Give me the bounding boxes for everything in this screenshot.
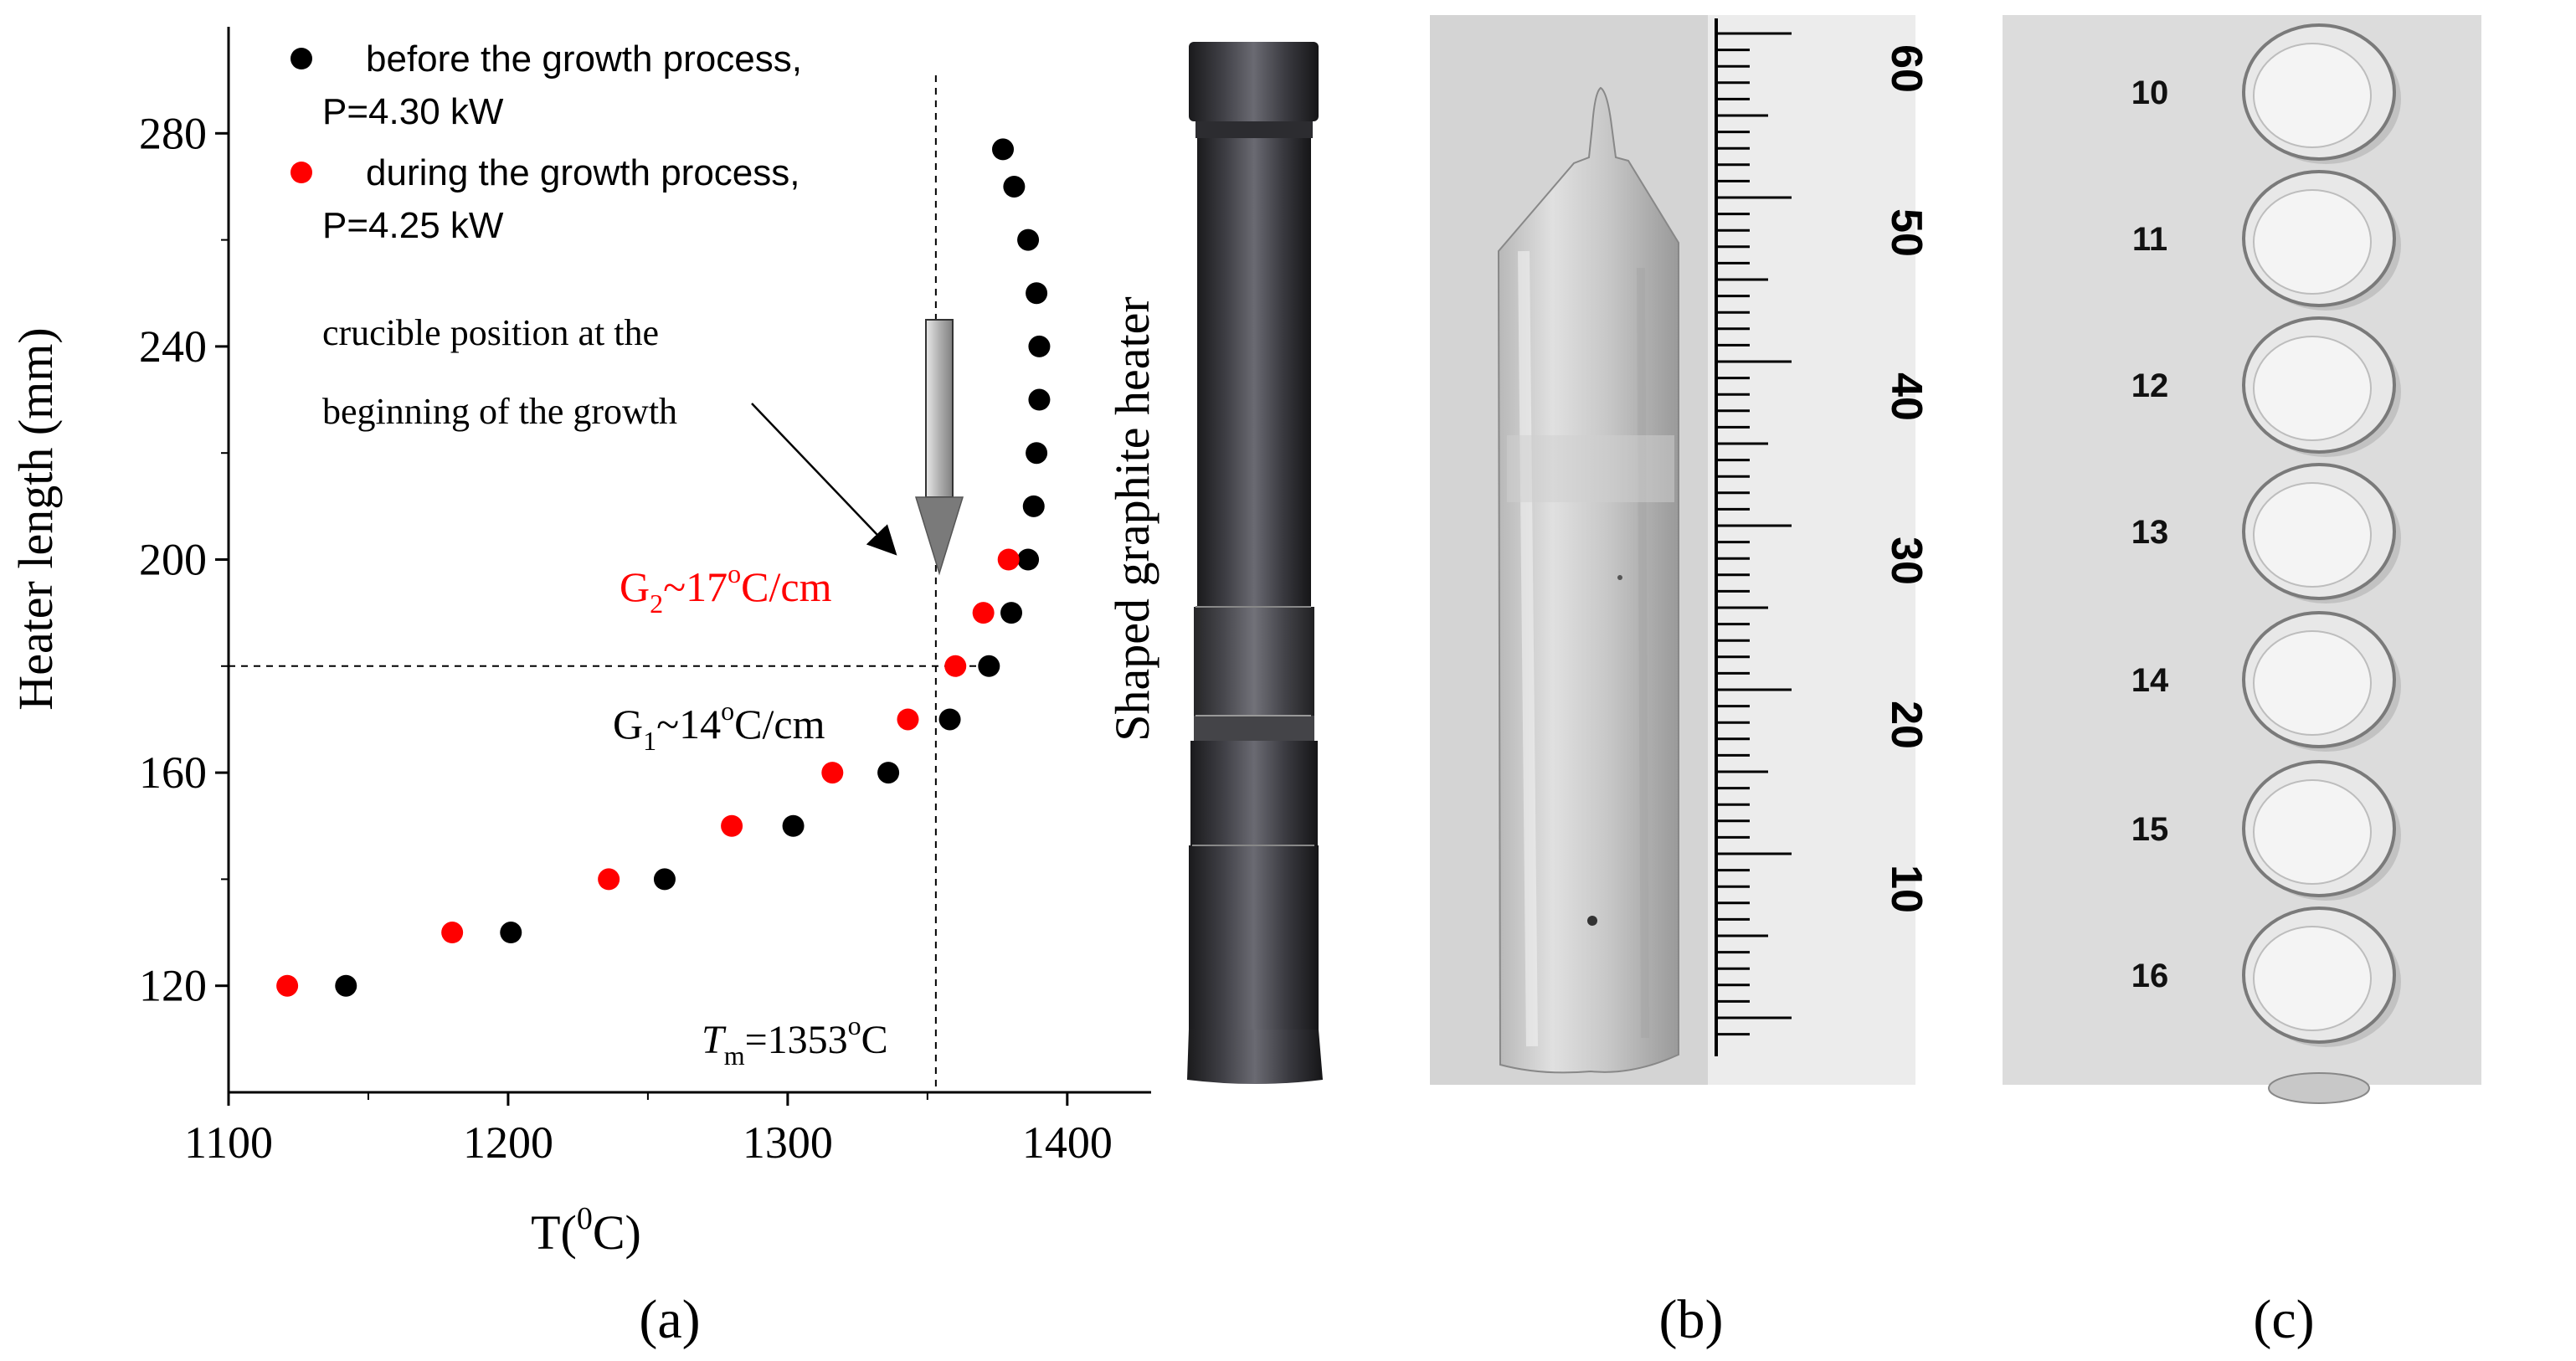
ruler-number-50: 50 <box>1882 208 1931 257</box>
scatter-chart: 1100 1200 1300 1400 120 160 200 240 280 Heater … <box>8 27 1151 1260</box>
legend-label-before-line2: P=4.30 kW <box>322 91 504 132</box>
data-point-during <box>821 762 844 784</box>
x-ticks: 1100 1200 1300 1400 <box>184 1092 1113 1168</box>
crystal-photo: 60 50 40 30 20 10 <box>1430 15 1931 1085</box>
data-point-before <box>1026 282 1048 305</box>
y-tick-label: 120 <box>139 961 207 1011</box>
crucible-down-arrow-icon <box>914 319 964 576</box>
data-point-before <box>1000 602 1023 624</box>
disk-inner <box>2253 43 2372 148</box>
data-point-before <box>1017 229 1040 251</box>
ruler-number-40: 40 <box>1882 372 1931 421</box>
data-point-during <box>997 548 1020 571</box>
x-axis-label: T(0C) <box>531 1201 641 1260</box>
disk-number-label: 14 <box>2131 662 2169 699</box>
data-point-before <box>1022 495 1045 517</box>
data-point-before <box>500 922 522 944</box>
data-point-during <box>721 814 743 837</box>
legend: before the growth process, P=4.30 kW dur… <box>291 39 802 246</box>
data-point-before <box>978 655 1000 677</box>
data-point-during <box>598 868 620 891</box>
ruler-number-60: 60 <box>1882 44 1931 93</box>
data-point-during <box>897 708 919 731</box>
ruler-number-10: 10 <box>1882 865 1931 913</box>
melting-point-annotation: Tm=1353oC <box>702 1010 888 1071</box>
heater-label: Shaped graphite heater <box>1105 296 1159 741</box>
disk-number-label: 13 <box>2131 514 2169 551</box>
disk-number-label: 16 <box>2131 958 2169 994</box>
data-point-before <box>1028 335 1051 357</box>
ruler-ticks <box>1716 32 1792 1036</box>
data-point-before <box>653 868 676 891</box>
data-point-before <box>1026 442 1048 465</box>
disk-number-label: 10 <box>2131 74 2169 111</box>
x-tick-label: 1200 <box>463 1117 553 1168</box>
x-tick-label: 1300 <box>743 1117 833 1168</box>
disk-inner <box>2253 482 2372 588</box>
x-tick-label: 1400 <box>1022 1117 1113 1168</box>
disk-inner <box>2253 779 2372 885</box>
crucible-annotation-line2: beginning of the growth <box>322 391 677 432</box>
g2-gradient-annotation: G2~17oC/cm <box>620 558 832 619</box>
y-ticks: 120 160 200 240 280 <box>139 108 229 1011</box>
legend-label-during-line2: P=4.25 kW <box>322 205 504 246</box>
data-point-during <box>276 974 299 997</box>
data-point-before <box>1003 175 1026 198</box>
data-point-during <box>944 655 967 677</box>
y-tick-label: 160 <box>139 747 207 798</box>
x-tick-label: 1100 <box>184 1117 273 1168</box>
graphite-heater-photo <box>1174 38 1331 1088</box>
g1-gradient-annotation: G1~14oC/cm <box>613 696 825 756</box>
data-point-during <box>441 922 464 944</box>
legend-label-during-line1: during the growth process, <box>366 152 800 193</box>
disk-inner <box>2253 189 2372 295</box>
data-point-before <box>938 708 961 731</box>
disk-partial <box>2268 1072 2370 1104</box>
data-point-before <box>992 138 1015 161</box>
disk-number-label: 15 <box>2131 811 2169 848</box>
disk-number-label: 11 <box>2132 221 2167 258</box>
y-axis-label: Heater length (mm) <box>8 327 63 710</box>
disk-samples-photo: 10 11 12 13 14 15 16 <box>2003 15 2481 1104</box>
panel-label-a: (a) <box>639 1289 700 1350</box>
disk-inner <box>2253 336 2372 441</box>
legend-label-before-line1: before the growth process, <box>366 39 802 80</box>
crucible-annotation-line1: crucible position at the <box>322 312 659 353</box>
disk-inner <box>2253 630 2372 736</box>
ruler-number-20: 20 <box>1882 701 1931 749</box>
data-point-before <box>1028 388 1051 411</box>
data-points <box>276 138 1051 997</box>
y-tick-label: 200 <box>139 535 207 585</box>
y-tick-label: 280 <box>139 108 207 158</box>
panel-label-b: (b) <box>1659 1289 1724 1350</box>
disk-number-label: 12 <box>2131 367 2169 404</box>
data-point-before <box>335 974 357 997</box>
ruler <box>1708 15 1915 1085</box>
data-point-before <box>782 814 805 837</box>
crucible-pointer-arrow <box>751 403 897 556</box>
disk-inner <box>2253 926 2372 1031</box>
ruler-number-30: 30 <box>1882 537 1931 585</box>
data-point-before <box>877 762 900 784</box>
legend-marker-before <box>291 48 312 69</box>
y-tick-label: 240 <box>139 321 207 372</box>
panel-label-c: (c) <box>2253 1289 2314 1350</box>
legend-marker-during <box>291 162 312 183</box>
data-point-during <box>972 602 995 624</box>
disk-stack: 10 11 12 13 14 15 16 <box>2131 23 2401 1104</box>
data-point-before <box>1017 548 1040 571</box>
